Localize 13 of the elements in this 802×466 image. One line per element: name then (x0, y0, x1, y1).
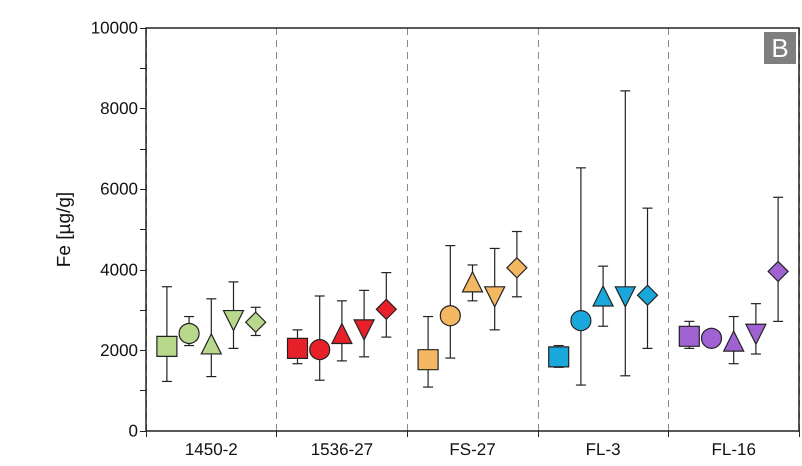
annotation: B (771, 33, 789, 63)
x-tick-label: FL-3 (586, 440, 621, 459)
y-tick-label: 2000 (100, 340, 138, 360)
y-axis-title: Fe [µg/g] (54, 192, 75, 268)
x-tick-label: FL-16 (711, 440, 756, 459)
y-tick-label: 8000 (100, 99, 138, 118)
y-tick-label: 4000 (100, 260, 138, 280)
x-tick-label: 1536-27 (310, 440, 374, 459)
y-tick-label: 10000 (90, 18, 138, 38)
x-tick-label: 1450-2 (184, 440, 238, 459)
x-tick-label: FS-27 (449, 440, 496, 459)
y-tick-label: 6000 (100, 180, 138, 199)
y-tick-label: 0 (128, 422, 138, 440)
